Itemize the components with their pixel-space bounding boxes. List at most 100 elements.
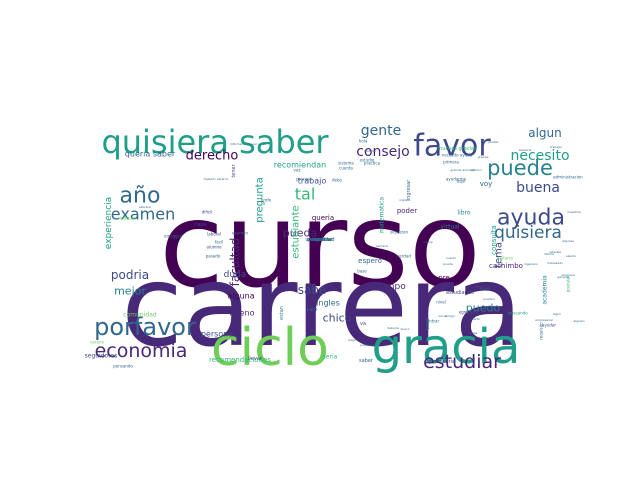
word-emsggcc: emsggcc bbox=[164, 234, 182, 239]
word-chico: chico bbox=[323, 312, 352, 325]
word-algun: algun bbox=[528, 126, 562, 140]
word-ingeniero: ingeniero bbox=[524, 262, 538, 266]
word-iniciar: iniciar bbox=[438, 314, 448, 318]
word-pueda: pueda bbox=[443, 262, 453, 266]
word-alumno: alumno bbox=[207, 245, 223, 250]
word-pago: pago bbox=[348, 338, 356, 342]
word-favor: favor bbox=[413, 129, 491, 164]
word-va: va bbox=[360, 321, 366, 327]
word-costo: costo bbox=[313, 237, 326, 243]
word-vez: vez bbox=[294, 168, 301, 173]
word-espero: espero bbox=[358, 257, 382, 265]
word-tal: tal bbox=[295, 185, 316, 204]
word-academia: academia bbox=[542, 275, 549, 305]
word-alguien: alguien bbox=[573, 319, 584, 323]
word-seguidores: seguidores bbox=[85, 353, 118, 360]
word-cuarto: cuarto bbox=[470, 317, 480, 321]
word-alguna: alguna bbox=[227, 292, 254, 301]
word-pueden: pueden bbox=[483, 297, 494, 301]
word-primera: primera bbox=[443, 160, 459, 165]
word-general: general bbox=[557, 275, 569, 279]
word-gracias-animado: gracias animado bbox=[451, 168, 476, 172]
word-voy: voy bbox=[480, 180, 493, 188]
word-buena: buena bbox=[516, 180, 560, 196]
word-debo: debo bbox=[332, 178, 343, 183]
word-mes: mes bbox=[315, 237, 326, 243]
word-idioma: idioma bbox=[544, 252, 554, 256]
word-tener: tener bbox=[231, 163, 237, 177]
word-busco: busco bbox=[401, 327, 410, 331]
word-cuanto: cuanto bbox=[446, 256, 456, 260]
word-aqui: aqui bbox=[457, 179, 466, 184]
word-estudiando: estudiando bbox=[446, 290, 474, 296]
word-opinion: opinion bbox=[470, 168, 481, 172]
word-ingresar: ingresar bbox=[120, 216, 137, 221]
word-nivel: nivel bbox=[436, 300, 446, 305]
word-estan: estan bbox=[279, 306, 285, 320]
word-ustedes: ustedes bbox=[549, 250, 561, 254]
word-finanzas: finanzas bbox=[475, 285, 492, 290]
word-semana: semana bbox=[376, 244, 388, 248]
word-pregunta: pregunta bbox=[255, 177, 266, 222]
word-clase: clase bbox=[194, 222, 207, 228]
word-agradeceria: agradeceria bbox=[425, 359, 455, 365]
word-deberia: deberia bbox=[387, 326, 399, 330]
word-bueno: bueno bbox=[229, 309, 254, 318]
word-interesado: interesado bbox=[547, 261, 563, 265]
word-gente: gente bbox=[361, 123, 401, 139]
word-cuenta: cuenta bbox=[339, 166, 353, 171]
word-quisiera-saber: quisiera saber bbox=[101, 123, 329, 161]
word-necesito: necesito bbox=[510, 148, 569, 164]
word-puedo: puedo bbox=[466, 302, 501, 315]
word-necesito-ayuda: necesito ayuda bbox=[442, 153, 473, 158]
word-trabajo: trabajo bbox=[298, 177, 327, 186]
word-laptop: laptop bbox=[423, 240, 433, 244]
word-inicio: inicio bbox=[313, 237, 326, 243]
word-experiencia: experiencia bbox=[104, 197, 114, 249]
word-presencial: presencial bbox=[360, 343, 376, 347]
word-ingresar: ingresar bbox=[406, 179, 412, 200]
word-empresa: empresa bbox=[561, 273, 574, 277]
word-trabajar: trabajar bbox=[550, 145, 563, 149]
word-proceso: proceso bbox=[296, 177, 312, 182]
word-virtual: virtual bbox=[440, 224, 460, 231]
word-facultad: facultad bbox=[228, 238, 242, 287]
word-mencionar: mencionar bbox=[307, 237, 335, 243]
word-dificil: dificil bbox=[202, 210, 213, 215]
word-algun: algun bbox=[553, 312, 561, 316]
word-curso: curso bbox=[159, 176, 481, 314]
word-estudiante: estudiante bbox=[291, 205, 302, 258]
word-postular: postular bbox=[566, 275, 571, 292]
word-verdad: verdad bbox=[397, 254, 411, 259]
word-economia: economia bbox=[95, 340, 188, 362]
word-hola: hola bbox=[359, 139, 368, 144]
word-base: base bbox=[357, 269, 367, 274]
word-matematica: matematica bbox=[379, 197, 386, 233]
word-historia: historia bbox=[364, 149, 375, 153]
word-situacion: situacion bbox=[390, 230, 409, 235]
word-quisiera: quisiera bbox=[494, 223, 562, 243]
word-informacion-llevar-curso: informacion llevar curso bbox=[230, 142, 266, 146]
word-pueda: pueda bbox=[283, 227, 317, 240]
word-carrera: carrera bbox=[311, 237, 329, 243]
word-llevar: llevar bbox=[248, 356, 263, 362]
word-sistema: sistema bbox=[338, 161, 354, 166]
word-poder: poder bbox=[397, 207, 417, 215]
word-estudiar: estudiar bbox=[423, 351, 501, 373]
word-estudiar: estudiar bbox=[139, 205, 152, 209]
word-porfavor: porfavor bbox=[94, 313, 196, 341]
word-persona: persona bbox=[201, 330, 233, 339]
word-ingreso: ingreso bbox=[399, 198, 410, 202]
word-comunidad: comunidad bbox=[123, 312, 157, 319]
word-amigo: amigo bbox=[445, 314, 454, 318]
word-verano: verano bbox=[90, 340, 104, 345]
word-tema: tema bbox=[494, 242, 505, 268]
word-profe: profe bbox=[261, 198, 272, 203]
word-universidad: universidad bbox=[305, 237, 334, 243]
word-duda: duda bbox=[224, 270, 247, 280]
word-cachimbo: cachimbo bbox=[489, 262, 523, 270]
word-buscando: buscando bbox=[508, 311, 528, 316]
word-preguntar: preguntar bbox=[308, 237, 334, 243]
word-administracion: administracion bbox=[553, 175, 583, 180]
word-requisito: requisito bbox=[539, 322, 544, 340]
